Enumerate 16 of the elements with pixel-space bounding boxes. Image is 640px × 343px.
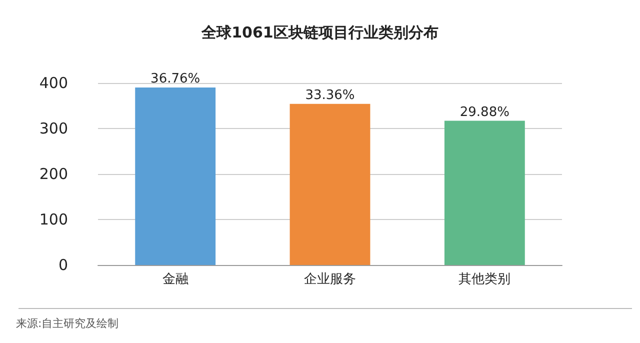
x-tick-label: 金融 — [162, 272, 188, 287]
annotation: 36.76% — [150, 72, 200, 87]
y-tick-label: 0 — [58, 256, 68, 274]
y-tick-label: 200 — [39, 165, 68, 183]
source-note: 来源:自主研究及绘制 — [16, 317, 119, 330]
chart-title: 全球1061区块链项目行业类别分布 — [200, 24, 438, 42]
y-tick-label: 400 — [39, 74, 68, 92]
y-tick-label: 100 — [39, 210, 68, 228]
bar — [290, 104, 370, 265]
annotation: 33.36% — [305, 88, 355, 103]
x-tick-label: 企业服务 — [304, 272, 356, 287]
x-tick-label: 其他类别 — [458, 272, 511, 287]
annotation: 29.88% — [460, 104, 510, 120]
bar — [444, 120, 525, 265]
y-tick-label: 300 — [39, 120, 68, 138]
bar — [135, 88, 216, 265]
